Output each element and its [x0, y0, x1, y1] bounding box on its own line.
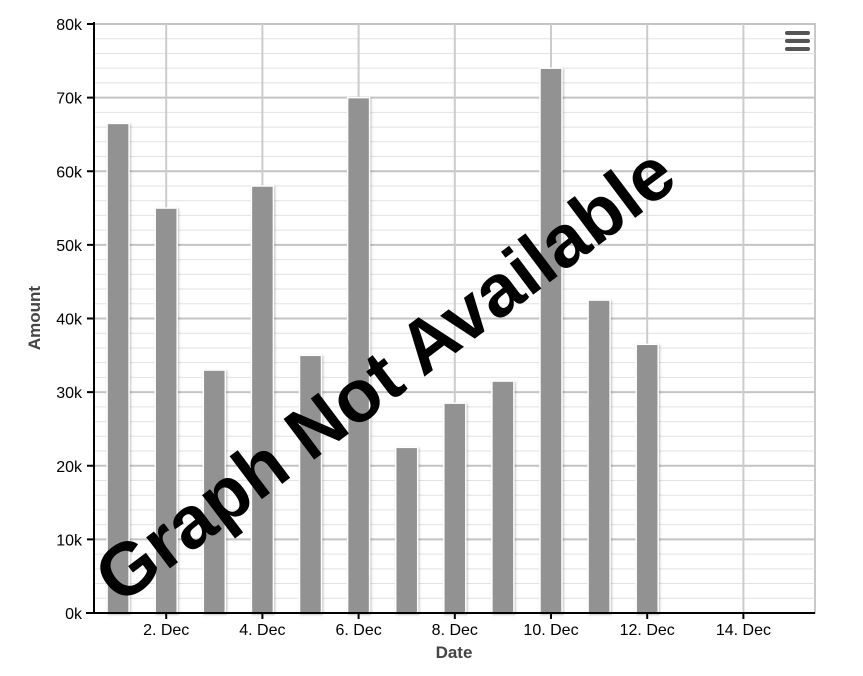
bar-8-dec: [443, 402, 467, 614]
x-tick-label: 14. Dec: [716, 622, 771, 639]
x-tick-label: 10. Dec: [523, 622, 578, 639]
bar-4-dec: [250, 185, 275, 614]
x-axis-title: Date: [436, 643, 473, 662]
y-axis-ticks: 0k 10k 20k 30k 40k 50k 60k 70k 80k: [56, 17, 94, 623]
x-tick-label: 4. Dec: [239, 622, 285, 639]
x-tick-label: 2. Dec: [143, 622, 189, 639]
x-tick-label: 6. Dec: [335, 622, 381, 639]
y-tick-label: 70k: [56, 91, 83, 108]
y-tick-label: 20k: [56, 459, 83, 476]
y-axis-title: Amount: [25, 286, 44, 351]
bar-11-dec: [587, 299, 611, 614]
bars: [106, 67, 659, 614]
bar-7-dec: [394, 446, 419, 614]
x-tick-label: 8. Dec: [432, 622, 478, 639]
y-tick-label: 80k: [56, 17, 83, 34]
y-tick-label: 50k: [56, 238, 83, 255]
y-tick-label: 10k: [56, 532, 83, 549]
x-axis-ticks: 2. Dec 4. Dec 6. Dec 8. Dec 10. Dec 12. Dec 14…: [143, 613, 771, 639]
x-tick-label: 12. Dec: [620, 622, 675, 639]
y-tick-label: 40k: [56, 312, 83, 329]
bar-10-dec: [539, 67, 563, 614]
bar-9-dec: [491, 380, 515, 614]
hamburger-menu-icon[interactable]: [782, 26, 812, 54]
y-tick-label: 0k: [65, 606, 83, 623]
y-tick-label: 30k: [56, 385, 83, 402]
bar-12-dec: [635, 343, 659, 614]
y-tick-label: 60k: [56, 164, 83, 181]
